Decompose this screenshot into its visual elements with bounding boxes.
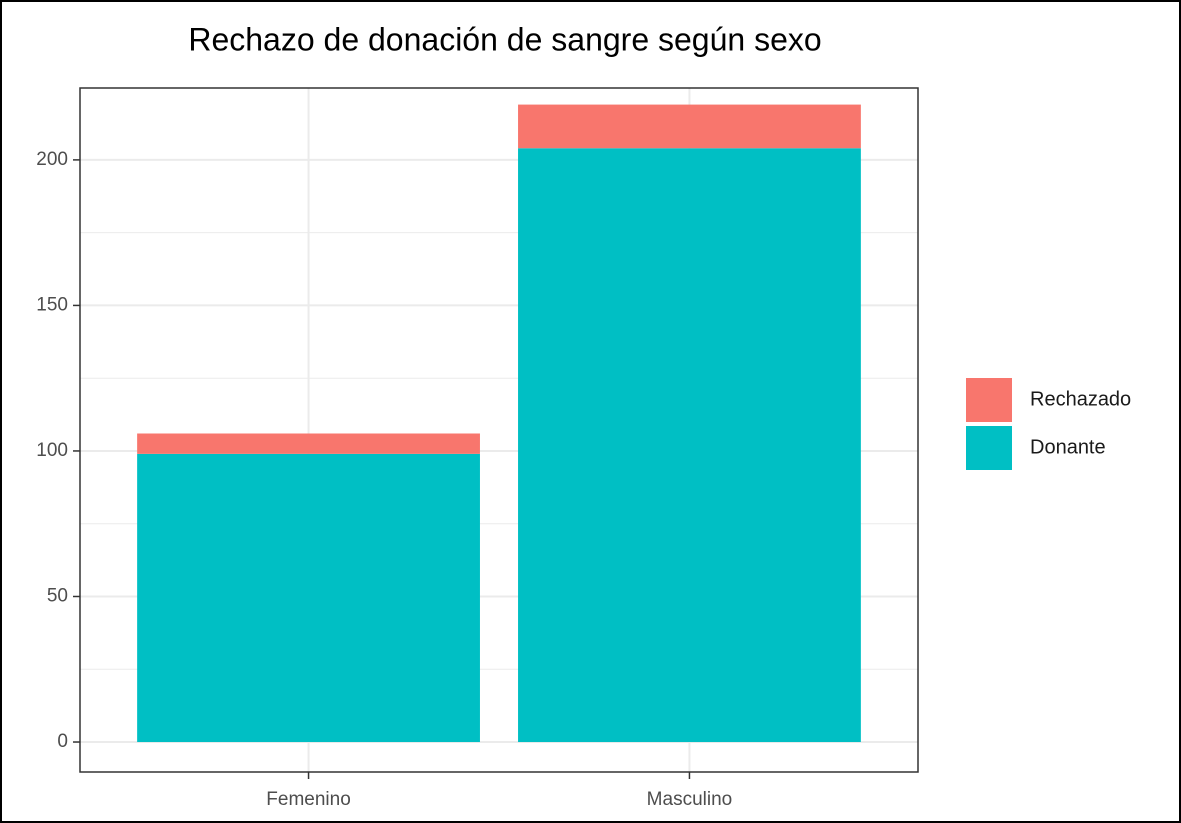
bar-segment	[137, 433, 480, 454]
bar-segment	[518, 148, 861, 743]
y-tick-label: 50	[47, 586, 68, 607]
legend-label: Rechazado	[1030, 388, 1131, 410]
legend-label: Donante	[1030, 436, 1106, 458]
panel-border	[79, 87, 919, 773]
y-tick-label: 200	[36, 149, 68, 170]
y-tick-label: 0	[57, 731, 68, 752]
legend-swatch	[966, 378, 1012, 422]
x-tick-label: Femenino	[266, 789, 351, 810]
bar-segment	[137, 453, 480, 743]
y-tick-label: 150	[36, 294, 68, 315]
y-tick-label: 100	[36, 440, 68, 461]
bar-segment	[518, 104, 861, 149]
x-tick-label: Masculino	[647, 789, 733, 810]
chart-title: Rechazo de donación de sangre según sexo	[188, 21, 821, 57]
legend-swatch	[966, 426, 1012, 470]
